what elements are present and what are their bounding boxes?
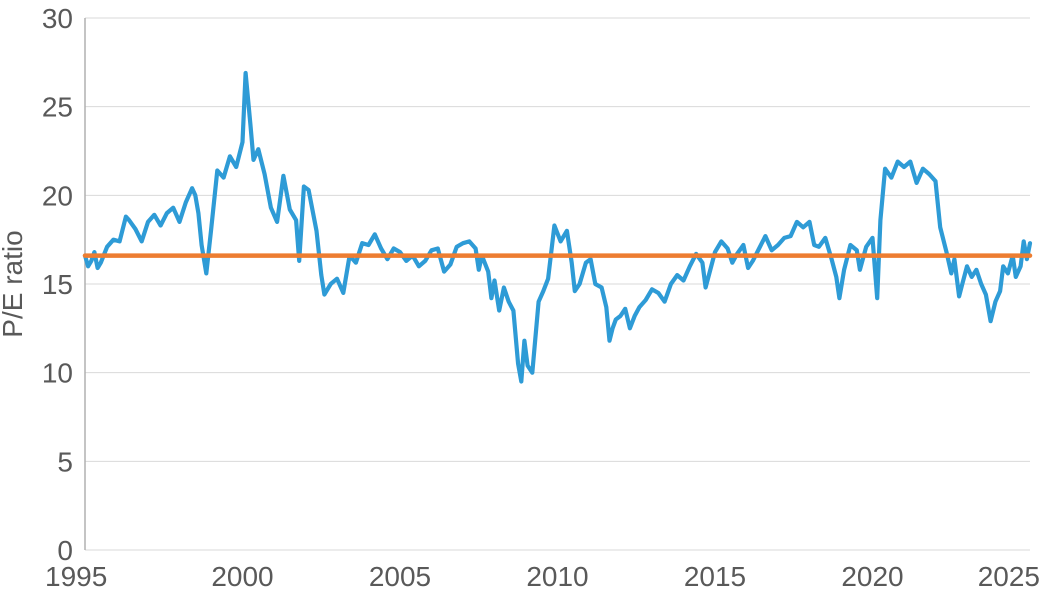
x-tick-label: 2020 (841, 561, 903, 592)
x-tick-label: 1995 (45, 561, 107, 592)
x-tick-label: 2025 (978, 561, 1040, 592)
y-tick-label: 20 (42, 180, 73, 211)
chart-svg: 0510152025301995200020052010201520202025… (0, 0, 1047, 596)
y-tick-label: 10 (42, 358, 73, 389)
x-tick-label: 2000 (211, 561, 273, 592)
pe-ratio (85, 73, 1030, 382)
x-tick-label: 2010 (526, 561, 588, 592)
y-tick-label: 5 (57, 446, 73, 477)
x-tick-label: 2015 (684, 561, 746, 592)
y-tick-label: 30 (42, 3, 73, 34)
y-tick-label: 15 (42, 269, 73, 300)
pe-ratio-chart: 0510152025301995200020052010201520202025… (0, 0, 1047, 596)
y-tick-label: 25 (42, 92, 73, 123)
y-axis-title: P/E ratio (0, 230, 28, 337)
x-tick-label: 2005 (369, 561, 431, 592)
